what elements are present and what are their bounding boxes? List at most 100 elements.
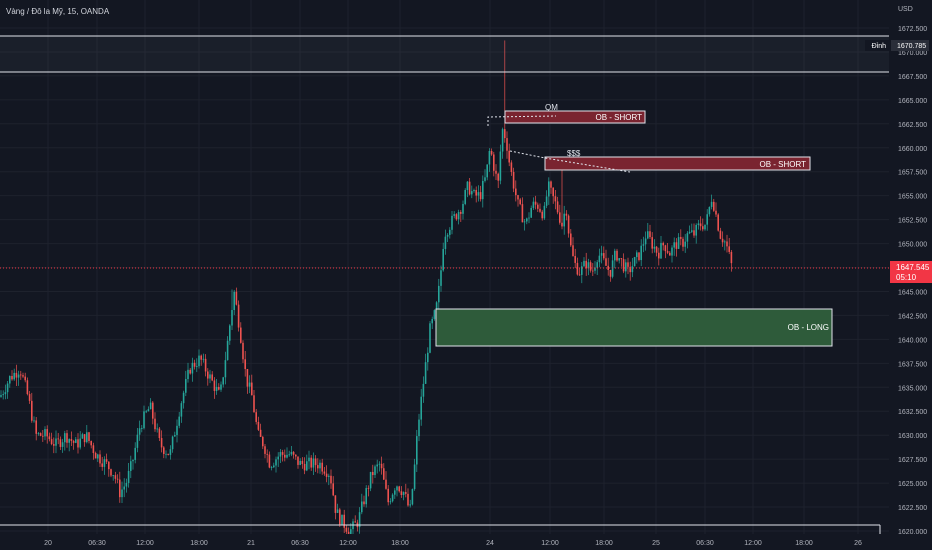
candle-body bbox=[28, 394, 31, 401]
candle-body bbox=[570, 233, 572, 246]
ob-short-zone-2[interactable] bbox=[544, 156, 811, 171]
x-tick-label: 12:00 bbox=[339, 540, 357, 547]
candle-body bbox=[213, 380, 216, 391]
candle-body bbox=[495, 170, 497, 174]
top-range-box[interactable] bbox=[0, 36, 889, 72]
candle-body bbox=[235, 291, 238, 305]
x-tick-label: 06:30 bbox=[291, 540, 309, 547]
candle-body bbox=[64, 433, 66, 443]
candle-body bbox=[444, 236, 447, 249]
candle-body bbox=[255, 412, 257, 422]
candle-body bbox=[108, 461, 110, 470]
candle-body bbox=[563, 213, 565, 227]
candle-body bbox=[407, 493, 409, 506]
candle-body bbox=[482, 180, 484, 200]
ob-short-label-1: OB - SHORT bbox=[595, 113, 642, 122]
candle-body bbox=[50, 439, 53, 445]
candle-body bbox=[312, 458, 315, 468]
candle-body bbox=[53, 444, 55, 446]
candle-body bbox=[583, 260, 585, 267]
candle-body bbox=[387, 488, 389, 503]
candle-body bbox=[270, 467, 273, 468]
candle-body bbox=[273, 465, 275, 468]
candle-body bbox=[620, 258, 623, 260]
candle-body bbox=[559, 212, 561, 223]
x-tick-label: 18:00 bbox=[190, 540, 208, 547]
candle-body bbox=[704, 224, 706, 230]
liquidity-dotted-line[interactable] bbox=[509, 150, 631, 173]
candle-body bbox=[167, 453, 169, 455]
candle-body bbox=[508, 150, 510, 163]
candle-body bbox=[460, 212, 462, 214]
candle-body bbox=[42, 435, 44, 437]
candle-body bbox=[240, 327, 242, 343]
candle-body bbox=[160, 438, 163, 448]
candle-body bbox=[22, 375, 24, 377]
candle-body bbox=[70, 439, 73, 441]
x-tick-label: 25 bbox=[652, 540, 660, 547]
candle-body bbox=[499, 151, 502, 181]
ob-long-zone[interactable] bbox=[435, 308, 833, 347]
symbol-title: Vàng / Đô la Mỹ, 15, OANDA bbox=[6, 7, 110, 16]
time-axis-bg[interactable] bbox=[0, 534, 932, 550]
candle-body bbox=[631, 266, 634, 273]
candle-body bbox=[717, 214, 719, 231]
candle-body bbox=[552, 187, 554, 197]
candle-body bbox=[713, 201, 715, 211]
candle-body bbox=[158, 428, 161, 439]
candle-body bbox=[94, 452, 97, 459]
candle-body bbox=[224, 360, 227, 378]
candle-body bbox=[455, 214, 458, 220]
candle-body bbox=[341, 514, 343, 525]
top-value-tag bbox=[891, 40, 929, 51]
top-value: 1670.785 bbox=[897, 43, 926, 50]
candle-body bbox=[378, 463, 381, 465]
candle-body bbox=[123, 486, 125, 490]
candle-body bbox=[0, 395, 2, 397]
candle-body bbox=[607, 265, 609, 270]
candle-body bbox=[638, 252, 640, 261]
candle-body bbox=[636, 252, 638, 258]
candle-body bbox=[640, 245, 642, 261]
y-tick-label: 1645.000 bbox=[898, 289, 927, 296]
x-tick-label: 12:00 bbox=[744, 540, 762, 547]
candle-body bbox=[248, 382, 251, 387]
candle-body bbox=[504, 129, 506, 139]
candle-body bbox=[334, 495, 337, 513]
candle-body bbox=[515, 188, 517, 196]
candle-body bbox=[647, 231, 649, 239]
candle-body bbox=[48, 436, 51, 440]
candle-body bbox=[567, 215, 570, 234]
y-tick-label: 1652.500 bbox=[898, 218, 927, 225]
y-tick-label: 1650.000 bbox=[898, 242, 927, 249]
candle-body bbox=[376, 464, 378, 467]
candle-body bbox=[440, 270, 442, 286]
candle-body bbox=[680, 237, 682, 239]
candle-body bbox=[543, 205, 546, 219]
candle-body bbox=[372, 471, 374, 476]
candle-body bbox=[413, 464, 416, 490]
candle-body bbox=[211, 374, 213, 381]
candle-body bbox=[625, 262, 627, 272]
candle-body bbox=[196, 366, 198, 367]
qm-dotted-line[interactable] bbox=[487, 115, 557, 126]
candle-body bbox=[92, 445, 95, 453]
candle-body bbox=[220, 384, 222, 390]
candle-body bbox=[262, 436, 264, 447]
candle-body bbox=[633, 257, 636, 267]
candle-body bbox=[572, 245, 574, 257]
candle-body bbox=[75, 439, 77, 443]
candle-body bbox=[475, 190, 477, 196]
candle-body bbox=[39, 433, 42, 436]
candle-body bbox=[189, 369, 191, 374]
candle-body bbox=[176, 425, 178, 436]
candle-body bbox=[20, 374, 22, 376]
candle-body bbox=[156, 428, 158, 430]
candle-body bbox=[380, 463, 383, 469]
candle-body bbox=[429, 323, 431, 353]
y-tick-label: 1667.500 bbox=[898, 74, 927, 81]
candle-body bbox=[400, 491, 403, 495]
candle-body bbox=[145, 411, 147, 413]
candle-body bbox=[611, 260, 614, 277]
